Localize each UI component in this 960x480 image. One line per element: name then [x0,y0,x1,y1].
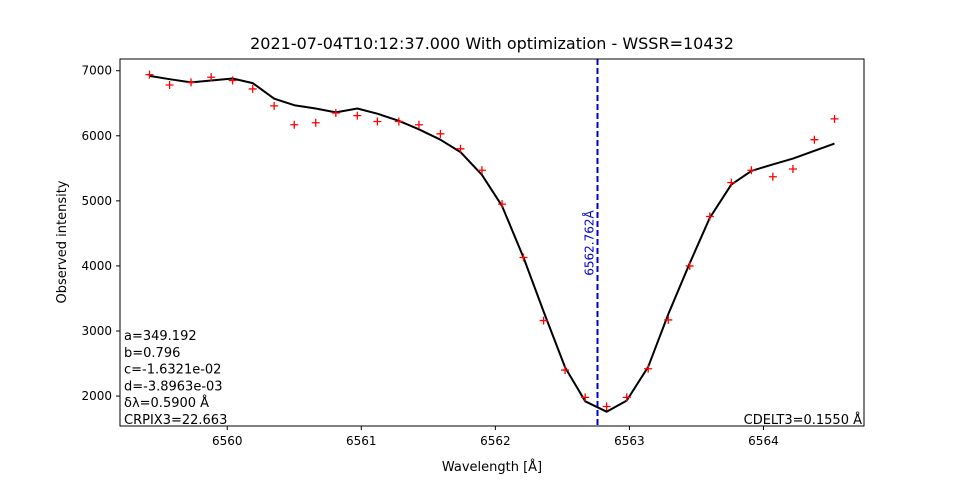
y-tick-label: 7000 [81,64,112,78]
observed-point [519,253,528,262]
x-tick-label: 6560 [212,434,243,448]
chart-title: 2021-07-04T10:12:37.000 With optimizatio… [250,34,734,53]
observed-point [248,84,257,93]
observed-point [270,101,279,110]
fit-parameters: a=349.192 b=0.796 c=-1.6321e-02d=-3.8963e-… [124,329,227,428]
x-tick-label: 6563 [614,434,645,448]
axes-frame [119,58,865,427]
observed-point [228,76,237,85]
observed-point [581,393,590,402]
observed-point [561,366,570,375]
observed-point [644,364,653,373]
observed-point [436,129,445,138]
observed-point [830,114,839,123]
observed-point [602,402,611,411]
y-tick-label: 2000 [81,389,112,403]
fit-line [149,74,835,413]
fit-parameter: b=0.796 [124,346,180,361]
y-tick-label: 6000 [81,129,112,143]
y-axis-label: Observed intensity [55,180,70,303]
observed-point [705,212,714,221]
cdelt3-annotation: CDELT3=0.1550 Å [744,412,862,428]
y-tick-label: 5000 [81,194,112,208]
observed-point [414,120,423,129]
x-tick-label: 6564 [748,434,779,448]
x-tick-label: 6562 [480,434,511,448]
observed-point [539,316,548,325]
observed-point [727,178,736,187]
observed-point [810,135,819,144]
observed-point [768,172,777,181]
y-tick-label: 3000 [81,324,112,338]
observed-point [373,117,382,126]
observed-point [622,393,631,402]
observed-point [353,111,362,120]
observed-point [456,144,465,153]
y-tick-label: 4000 [81,259,112,273]
observed-point [394,117,403,126]
observed-point [311,118,320,127]
x-tick-label: 6561 [346,434,377,448]
observed-point [498,200,507,209]
observed-point [331,109,340,118]
fit-parameter: δλ=0.5900 Å [124,395,209,411]
observed-point [788,164,797,173]
observed-point [207,73,216,82]
observed-point [477,166,486,175]
observed-point [747,166,756,175]
observed-point [664,315,673,324]
fit-parameter: a=349.192 [124,329,197,344]
observed-point [187,78,196,87]
observed-point [290,120,299,129]
observed-point [165,81,174,90]
fit-parameter: CRPIX3=22.663 [124,413,227,428]
line-center-label: 6562.762Å [582,209,597,275]
fit-parameter: d=-3.8963e-03 [124,379,223,394]
plot-area: 6560 6561 6562 6563 6564 2000 3000 4000 5000 6000… [81,59,839,448]
observed-point [145,70,154,79]
x-axis-label: Wavelength [Å] [442,459,542,475]
fit-parameter: c=-1.6321e-02 [124,363,221,378]
observed-point [685,261,694,270]
